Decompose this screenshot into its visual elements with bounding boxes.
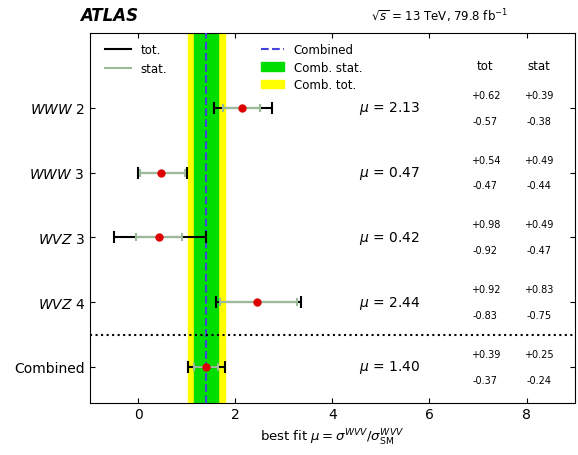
- Text: +0.25: +0.25: [524, 349, 554, 359]
- Text: -0.47: -0.47: [473, 181, 498, 191]
- Text: +0.62: +0.62: [470, 91, 500, 101]
- Text: -0.24: -0.24: [526, 375, 551, 385]
- Text: -0.38: -0.38: [526, 116, 551, 126]
- Text: $\mu$ = 2.44: $\mu$ = 2.44: [359, 294, 421, 311]
- Text: tot: tot: [477, 60, 494, 73]
- Text: $\mu$ = 0.47: $\mu$ = 0.47: [359, 165, 420, 182]
- Text: $\mu$ = 1.40: $\mu$ = 1.40: [359, 359, 420, 375]
- Text: -0.92: -0.92: [473, 246, 498, 256]
- Text: -0.83: -0.83: [473, 310, 498, 320]
- Text: +0.49: +0.49: [524, 220, 553, 230]
- Text: -0.44: -0.44: [526, 181, 551, 191]
- Text: +0.54: +0.54: [470, 155, 500, 165]
- Text: -0.37: -0.37: [473, 375, 498, 385]
- Text: stat: stat: [527, 60, 550, 73]
- X-axis label: best fit $\mu = \sigma^{WVV}/\sigma^{WVV}_{\mathrm{SM}}$: best fit $\mu = \sigma^{WVV}/\sigma^{WVV…: [260, 427, 405, 447]
- Text: +0.83: +0.83: [524, 284, 553, 294]
- Text: +0.39: +0.39: [524, 91, 553, 101]
- Bar: [188, 34, 225, 403]
- Text: $\sqrt{s}$ = 13 TeV, 79.8 fb$^{-1}$: $\sqrt{s}$ = 13 TeV, 79.8 fb$^{-1}$: [371, 7, 508, 25]
- Text: +0.92: +0.92: [470, 284, 500, 294]
- Text: +0.49: +0.49: [524, 155, 553, 165]
- Text: $\mu$ = 0.42: $\mu$ = 0.42: [359, 229, 420, 246]
- Legend: Combined, Comb. stat., Comb. tot.: Combined, Comb. stat., Comb. tot.: [261, 44, 362, 92]
- Text: -0.57: -0.57: [473, 116, 498, 126]
- Text: -0.47: -0.47: [526, 246, 551, 256]
- Text: +0.39: +0.39: [470, 349, 500, 359]
- Text: +0.98: +0.98: [470, 220, 500, 230]
- Text: ATLAS: ATLAS: [80, 7, 138, 25]
- Bar: [194, 34, 218, 403]
- Text: -0.75: -0.75: [526, 310, 551, 320]
- Text: $\mu$ = 2.13: $\mu$ = 2.13: [359, 100, 420, 117]
